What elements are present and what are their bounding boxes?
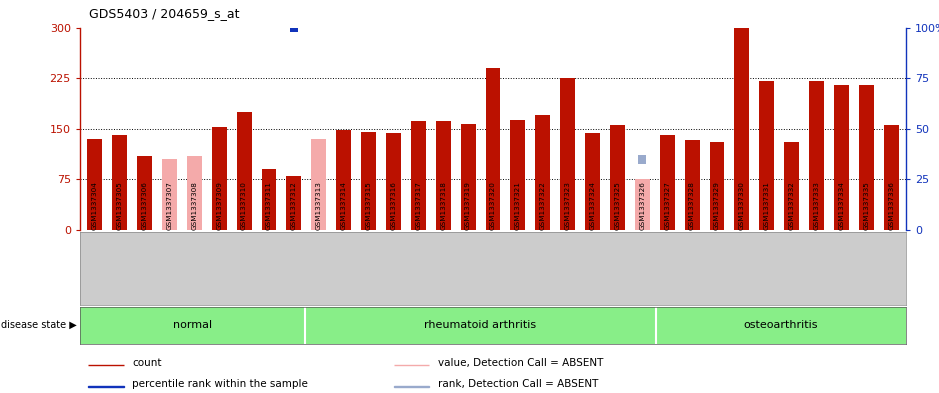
Bar	[685, 140, 700, 230]
Bar	[286, 176, 301, 230]
Bar	[884, 125, 899, 230]
Bar	[386, 134, 401, 230]
Bar	[261, 169, 276, 230]
Bar	[187, 156, 202, 230]
Bar	[834, 85, 849, 230]
Text: GDS5403 / 204659_s_at: GDS5403 / 204659_s_at	[89, 7, 239, 20]
Bar	[561, 78, 575, 230]
Bar	[362, 132, 376, 230]
Bar	[237, 112, 252, 230]
Bar	[336, 130, 351, 230]
Bar	[710, 142, 725, 230]
Bar	[784, 142, 799, 230]
Bar	[88, 386, 124, 387]
Bar	[760, 81, 775, 230]
Bar	[312, 139, 326, 230]
Bar	[461, 124, 475, 230]
Bar	[610, 125, 624, 230]
Bar	[137, 156, 152, 230]
Text: value, Detection Call = ABSENT: value, Detection Call = ABSENT	[438, 358, 603, 368]
Bar	[290, 23, 298, 32]
Text: rank, Detection Call = ABSENT: rank, Detection Call = ABSENT	[438, 379, 598, 389]
Text: osteoarthritis: osteoarthritis	[744, 320, 818, 330]
Bar	[734, 28, 749, 230]
Bar	[393, 386, 429, 387]
Bar	[265, 13, 273, 22]
Bar	[162, 159, 177, 230]
Bar	[91, 0, 99, 2]
Text: percentile rank within the sample: percentile rank within the sample	[131, 379, 308, 389]
Bar	[639, 154, 646, 163]
Bar	[535, 115, 550, 230]
Bar	[211, 127, 226, 230]
Bar	[585, 134, 600, 230]
Text: rheumatoid arthritis: rheumatoid arthritis	[424, 320, 536, 330]
Bar	[87, 139, 102, 230]
Bar	[809, 81, 824, 230]
Bar	[112, 136, 127, 230]
Bar	[859, 85, 874, 230]
Text: normal: normal	[173, 320, 212, 330]
Bar	[660, 136, 674, 230]
Bar	[411, 121, 425, 230]
Text: disease state ▶: disease state ▶	[1, 320, 77, 330]
Text: count: count	[131, 358, 162, 368]
Bar	[635, 179, 650, 230]
Bar	[485, 68, 500, 230]
Bar	[511, 120, 525, 230]
Bar	[436, 121, 451, 230]
Bar	[141, 0, 148, 2]
